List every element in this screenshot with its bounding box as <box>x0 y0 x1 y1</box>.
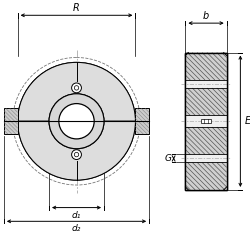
Bar <box>186 162 227 190</box>
Text: R: R <box>73 3 80 13</box>
Text: d₂: d₂ <box>72 224 81 233</box>
Text: G: G <box>165 154 172 163</box>
Bar <box>186 80 227 88</box>
Circle shape <box>72 150 82 160</box>
Bar <box>186 127 227 154</box>
Bar <box>186 88 227 116</box>
Circle shape <box>49 94 104 149</box>
Circle shape <box>59 104 94 139</box>
Wedge shape <box>18 121 136 180</box>
Bar <box>201 119 211 123</box>
Text: E: E <box>244 116 250 126</box>
Wedge shape <box>18 62 136 121</box>
Bar <box>186 52 227 80</box>
Circle shape <box>72 83 82 93</box>
Bar <box>186 154 227 162</box>
Circle shape <box>18 62 136 180</box>
Text: d₁: d₁ <box>72 210 81 220</box>
Bar <box>186 116 227 127</box>
Circle shape <box>59 104 94 139</box>
Bar <box>136 108 149 134</box>
Text: b: b <box>203 11 209 21</box>
Circle shape <box>49 94 104 149</box>
Bar <box>4 108 18 134</box>
Bar <box>186 52 227 190</box>
Bar <box>186 52 227 190</box>
